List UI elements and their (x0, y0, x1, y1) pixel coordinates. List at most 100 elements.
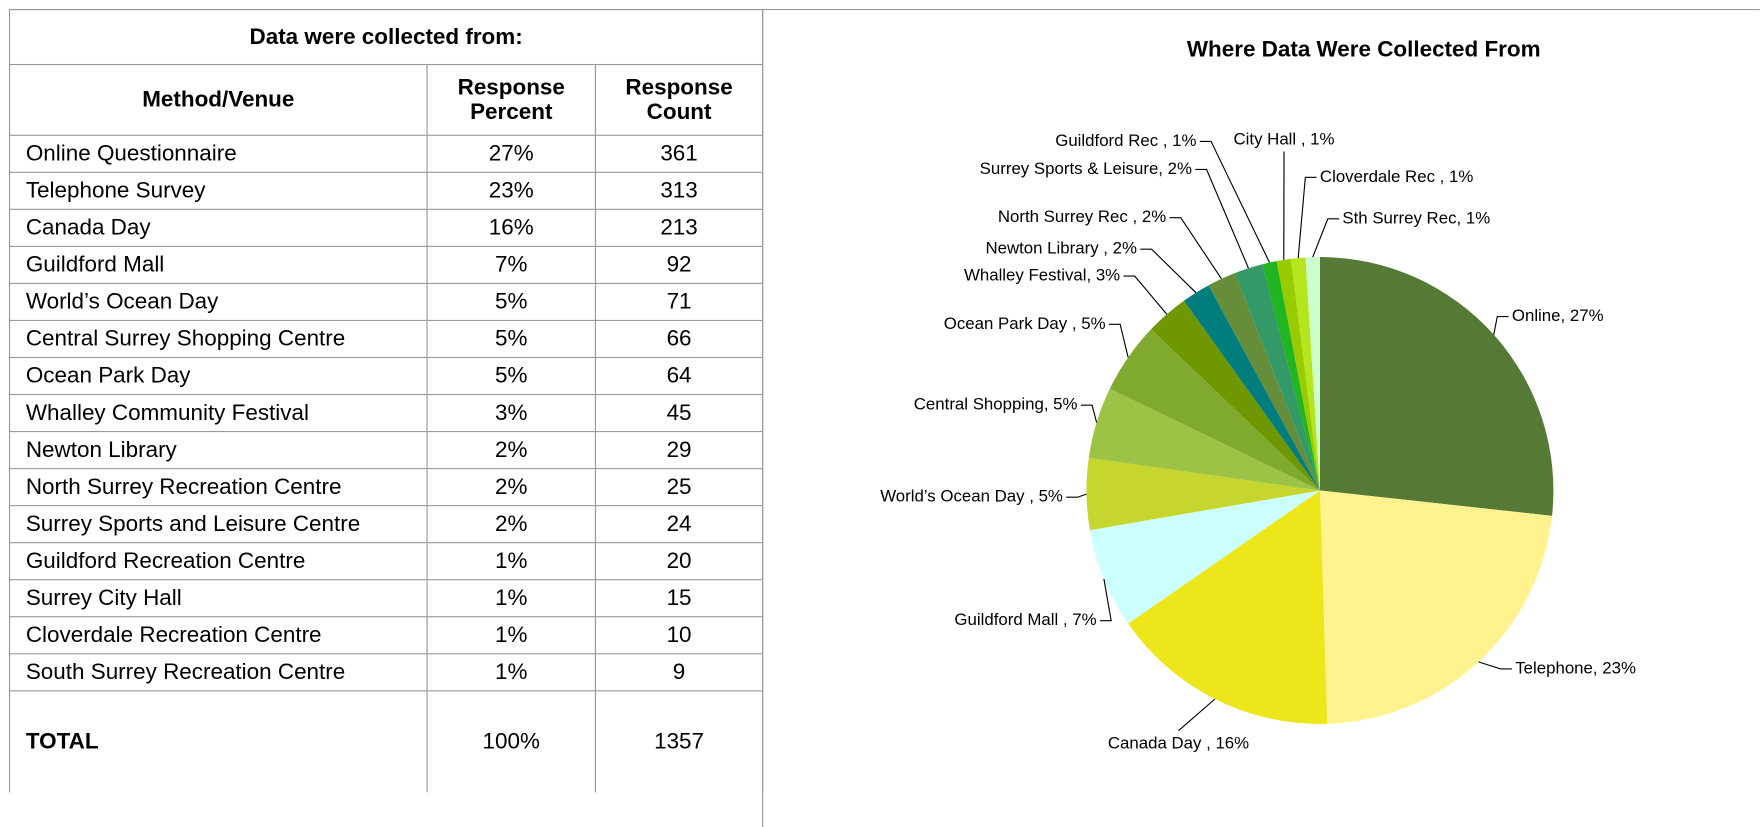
pie-slice (1276, 258, 1320, 491)
table-row: North Surrey Recreation Centre 2% 25 (8, 468, 764, 507)
table-cell: 9 (594, 653, 764, 692)
table-cell: Cloverdale Recreation Centre (8, 616, 428, 655)
table-cell: Central Surrey Shopping Centre (8, 319, 428, 359)
leader-line (1195, 168, 1250, 269)
table-cell: Guildford Recreation Centre (8, 542, 428, 581)
table-cell: Online Questionnaire (8, 134, 428, 173)
leader-line (1199, 140, 1271, 263)
leader-line (1123, 275, 1168, 315)
table-cell: 24 (594, 505, 764, 544)
table-cell: 5% (426, 319, 596, 359)
table-cell: 10 (594, 616, 764, 655)
table-row: Ocean Park Day 5% 64 (8, 356, 764, 396)
table-row: Guildford Mall 7% 92 (8, 245, 764, 284)
table-row: Cloverdale Recreation Centre 1% 10 (8, 616, 764, 655)
table-row: Central Surrey Shopping Centre 5% 66 (8, 319, 764, 359)
table-cell: South Surrey Recreation Centre (8, 653, 428, 692)
leader-line (1297, 176, 1317, 259)
table-cell: 64 (594, 356, 764, 396)
table-cell: Surrey Sports and Leisure Centre (8, 505, 428, 544)
leader-line (1312, 218, 1340, 258)
pie-slice (1151, 300, 1320, 491)
table-cell: TOTAL (8, 690, 428, 793)
chart: Where Data Were Collected From Online, 2… (880, 36, 1636, 753)
table-cell: 313 (594, 171, 764, 210)
frame-line (8, 8, 1760, 11)
pie-slice (1319, 490, 1553, 724)
table-cell: 45 (594, 393, 764, 433)
slice-label: Cloverdale Rec , 1% (1320, 167, 1473, 186)
slice-label: Guildford Rec , 1% (1055, 131, 1196, 150)
leader-line (1066, 493, 1087, 498)
pie-slice (1183, 285, 1320, 491)
table-row: World’s Ocean Day 5% 71 (8, 282, 764, 322)
slice-label: Telephone, 23% (1515, 658, 1636, 677)
pie-slice (1290, 257, 1320, 491)
table-cell: 71 (594, 282, 764, 322)
table-cell: Telephone Survey (8, 171, 428, 210)
pie-slice (1088, 388, 1320, 491)
table-cell: Guildford Mall (8, 245, 428, 284)
table-row: Guildford Recreation Centre 1% 20 (8, 542, 764, 581)
leader-line (1478, 661, 1512, 670)
slice-label: Guildford Mall , 7% (954, 610, 1096, 629)
table-cell: 1% (426, 616, 596, 655)
table-row: South Surrey Recreation Centre 1% 9 (8, 653, 764, 692)
table-row: Surrey City Hall 1% 15 (8, 579, 764, 618)
table-cell: 27% (426, 134, 596, 173)
table-cell: 2% (426, 468, 596, 507)
slice-label: Sth Surrey Rec, 1% (1342, 208, 1490, 227)
header-cell: Response Percent (426, 63, 596, 136)
table-cell: 100% (426, 690, 596, 793)
leader-line (1080, 404, 1098, 423)
pie-slice (1319, 257, 1554, 516)
pie-slice (1089, 490, 1320, 624)
table-cell: 20 (594, 542, 764, 581)
table-cell: 1% (426, 653, 596, 692)
leader-line (1178, 698, 1216, 732)
pie-slice (1208, 273, 1320, 491)
leader-line (1493, 315, 1509, 335)
table-cell: 29 (594, 431, 764, 470)
table-cell: North Surrey Recreation Centre (8, 468, 428, 507)
pie-slice (1086, 457, 1320, 531)
table-cell: Newton Library (8, 431, 428, 470)
table-cell: Ocean Park Day (8, 356, 428, 396)
slice-label: City Hall , 1% (1234, 130, 1335, 149)
table-cell: 3% (426, 393, 596, 433)
pie-slice (1128, 490, 1328, 724)
table-row: TOTAL 100% 1357 (8, 690, 764, 793)
leader-line (1140, 248, 1197, 294)
pie-slice (1109, 329, 1320, 491)
slice-label: Online, 27% (1512, 306, 1604, 325)
table-cell: 2% (426, 431, 596, 470)
pie-slice (1262, 261, 1320, 491)
table-row: Telephone Survey 23% 313 (8, 171, 764, 210)
slice-label: Whalley Festival, 3% (964, 266, 1120, 285)
table-cell: World’s Ocean Day (8, 282, 428, 322)
table-row: Whalley Community Festival 3% 45 (8, 393, 764, 433)
table-row: Newton Library 2% 29 (8, 431, 764, 470)
slice-label: Canada Day , 16% (1108, 734, 1249, 753)
table-cell: 66 (594, 319, 764, 359)
table-cell: 2% (426, 505, 596, 544)
slice-label: Newton Library , 2% (985, 239, 1137, 258)
table-cell: 25 (594, 468, 764, 507)
header-cell: Method/Venue (8, 63, 428, 136)
table-cell: 1% (426, 579, 596, 618)
table-row: Canada Day 16% 213 (8, 208, 764, 247)
chart-title: Where Data Were Collected From (1187, 36, 1541, 61)
table-cell: 1357 (594, 690, 764, 793)
leader-line (1099, 578, 1112, 622)
leader-line (1169, 217, 1222, 280)
slice-label: World’s Ocean Day , 5% (880, 487, 1063, 506)
table-cell: 92 (594, 245, 764, 284)
table-cell: 5% (426, 282, 596, 322)
table-cell: 213 (594, 208, 764, 247)
header-cell: Response Count (594, 63, 764, 136)
data-table: Data were collected from: Method/Venue R… (8, 8, 764, 793)
slice-label: Ocean Park Day , 5% (944, 314, 1106, 333)
table-cell: Surrey City Hall (8, 579, 428, 618)
table-row: Surrey Sports and Leisure Centre 2% 24 (8, 505, 764, 544)
